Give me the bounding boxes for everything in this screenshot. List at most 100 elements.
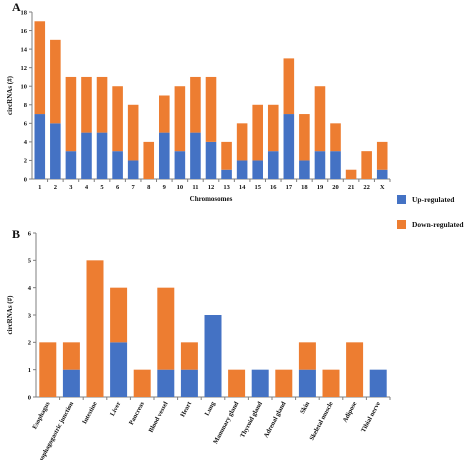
bar-up-regulated (62, 369, 80, 397)
x-tick-label: Skeletal muscle (308, 401, 334, 442)
bar-up-regulated (65, 151, 77, 179)
y-tick-label: 18 (21, 9, 28, 16)
bar-down-regulated (283, 58, 295, 115)
bar-down-regulated (143, 141, 155, 179)
x-tick-label: 3 (69, 184, 73, 191)
bar-up-regulated (283, 114, 295, 179)
y-tick-label: 3 (28, 312, 32, 319)
x-tick-label: Intestine (81, 401, 99, 426)
bar-down-regulated (236, 123, 248, 161)
y-tick-label: 2 (24, 158, 27, 165)
y-tick-label: 6 (28, 230, 32, 237)
bar-down-regulated (346, 342, 364, 397)
y-axis-title: circRNAs (#) (6, 75, 14, 115)
bar-down-regulated (180, 342, 198, 370)
x-tick-label: Pancreas (128, 400, 146, 426)
y-tick-label: 6 (24, 121, 28, 128)
x-tick-label: 4 (85, 184, 89, 191)
x-tick-label: 14 (239, 184, 246, 191)
y-tick-label: 2 (28, 340, 31, 347)
bar-down-regulated (112, 86, 123, 152)
x-tick-label: 8 (147, 184, 151, 191)
legend-label-up: Up-regulated (412, 195, 455, 204)
y-tick-label: 12 (21, 65, 28, 72)
panel-label: B (12, 227, 20, 241)
bar-up-regulated (236, 160, 248, 179)
x-tick-label: 21 (348, 184, 355, 191)
bar-up-regulated (267, 151, 279, 179)
x-tick-label: Esophagus (31, 400, 51, 430)
bar-up-regulated (34, 114, 46, 179)
x-tick-label: Thyroid gland (239, 400, 264, 439)
x-tick-label: 6 (116, 184, 120, 191)
bar-up-regulated (190, 132, 201, 179)
x-tick-label: Liver (109, 401, 122, 418)
x-tick-label: Tibial nerve (360, 401, 382, 434)
bar-up-regulated (299, 160, 310, 179)
y-tick-label: 4 (28, 285, 32, 292)
bar-up-regulated (159, 132, 170, 179)
bar-up-regulated (157, 369, 175, 397)
bar-up-regulated (369, 369, 387, 397)
x-tick-label: Adrenal gland (263, 400, 288, 439)
bar-up-regulated (110, 342, 128, 397)
y-tick-label: 4 (24, 139, 28, 146)
x-tick-label: 17 (286, 184, 293, 191)
x-tick-label: 2 (54, 184, 57, 191)
y-tick-label: 10 (21, 84, 28, 91)
x-tick-label: 12 (208, 184, 215, 191)
bar-down-regulated (275, 369, 293, 397)
bar-down-regulated (127, 104, 139, 161)
bar-up-regulated (96, 132, 108, 179)
x-tick-label: 22 (363, 184, 370, 191)
bar-up-regulated (251, 369, 269, 397)
bar-up-regulated (314, 151, 326, 179)
bar-down-regulated (96, 76, 108, 133)
bar-down-regulated (174, 86, 186, 152)
legend: Up-regulated Down-regulated (397, 195, 464, 229)
bar-down-regulated (314, 86, 326, 152)
bar-up-regulated (180, 369, 198, 397)
bar-down-regulated (205, 76, 217, 142)
bar-down-regulated (39, 342, 57, 397)
bar-down-regulated (361, 151, 372, 179)
legend-swatch-down (397, 220, 406, 229)
y-tick-label: 8 (24, 102, 28, 109)
bar-up-regulated (81, 132, 92, 179)
x-tick-label: X (380, 184, 385, 191)
bar-down-regulated (110, 287, 128, 343)
bar-up-regulated (204, 315, 222, 397)
bar-down-regulated (267, 104, 279, 152)
bar-down-regulated (62, 342, 80, 370)
y-tick-label: 14 (21, 46, 28, 53)
y-tick-label: 0 (24, 176, 27, 183)
bar-up-regulated (112, 151, 123, 179)
x-tick-label: 19 (317, 184, 324, 191)
x-tick-label: 9 (163, 184, 167, 191)
bar-up-regulated (50, 123, 61, 179)
bar-up-regulated (298, 369, 316, 397)
bar-up-regulated (330, 151, 341, 179)
x-tick-label: 10 (177, 184, 184, 191)
x-tick-label: 16 (270, 184, 277, 191)
y-tick-label: 16 (21, 28, 28, 35)
bar-up-regulated (221, 169, 232, 179)
panel-label: A (12, 0, 21, 14)
y-axis-title: circRNAs (#) (6, 295, 14, 335)
bar-down-regulated (228, 369, 246, 397)
x-tick-label: 18 (301, 184, 308, 191)
x-tick-label: 20 (332, 184, 339, 191)
x-tick-label: 15 (254, 184, 261, 191)
x-tick-label: Lung (204, 400, 217, 417)
bar-down-regulated (221, 141, 232, 170)
x-tick-label: Blood vessel (148, 400, 170, 433)
bar-down-regulated (50, 39, 61, 124)
bar-up-regulated (205, 141, 217, 179)
bar-down-regulated (190, 76, 201, 133)
x-tick-label: Mammary gland (212, 400, 240, 445)
bar-up-regulated (376, 169, 388, 179)
bar-down-regulated (65, 76, 77, 152)
bar-up-regulated (252, 160, 263, 179)
